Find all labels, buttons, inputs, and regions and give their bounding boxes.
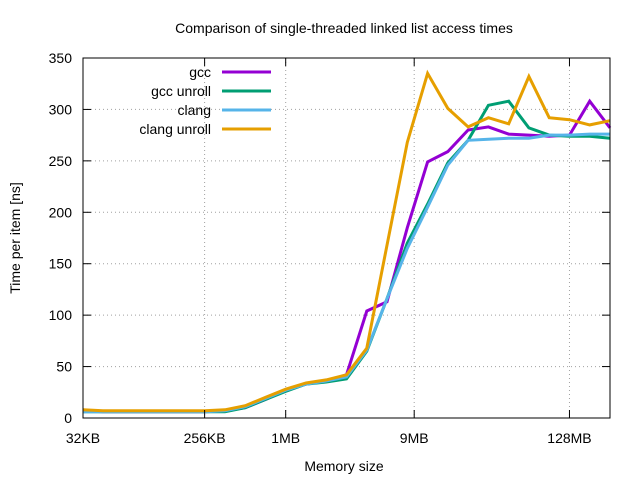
legend: gcc gcc unroll clang clang unroll — [139, 64, 271, 137]
y-tick-label: 0 — [64, 410, 72, 426]
axis-ticks: 0 50 100 150 200 250 300 350 32KB 256KB 1MB 9MB 128M… — [49, 50, 610, 446]
legend-label: gcc unroll — [151, 83, 211, 99]
x-tick-label: 1MB — [271, 430, 300, 446]
x-tick-label: 32KB — [66, 430, 100, 446]
y-tick-label: 200 — [49, 204, 73, 220]
grid — [83, 58, 610, 418]
legend-label: clang — [178, 102, 211, 118]
y-tick-label: 50 — [56, 359, 72, 375]
y-tick-label: 150 — [49, 256, 73, 272]
x-tick-label: 128MB — [547, 430, 591, 446]
chart-title: Comparison of single-threaded linked lis… — [175, 20, 513, 36]
y-tick-label: 100 — [49, 307, 73, 323]
y-tick-label: 300 — [49, 101, 73, 117]
y-tick-label: 250 — [49, 153, 73, 169]
y-tick-label: 350 — [49, 50, 73, 66]
series-lines — [82, 69, 612, 414]
y-axis-label: Time per item [ns] — [7, 182, 23, 294]
x-tick-label: 9MB — [400, 430, 429, 446]
x-axis-label: Memory size — [304, 458, 384, 474]
series-line-clang-unroll — [82, 69, 611, 413]
legend-label: clang unroll — [139, 121, 211, 137]
series-line-gcc — [82, 98, 612, 414]
series-line-gcc-unroll — [83, 99, 611, 414]
x-tick-label: 256KB — [184, 430, 226, 446]
plot-frame — [82, 57, 611, 419]
legend-label: gcc — [189, 64, 211, 80]
